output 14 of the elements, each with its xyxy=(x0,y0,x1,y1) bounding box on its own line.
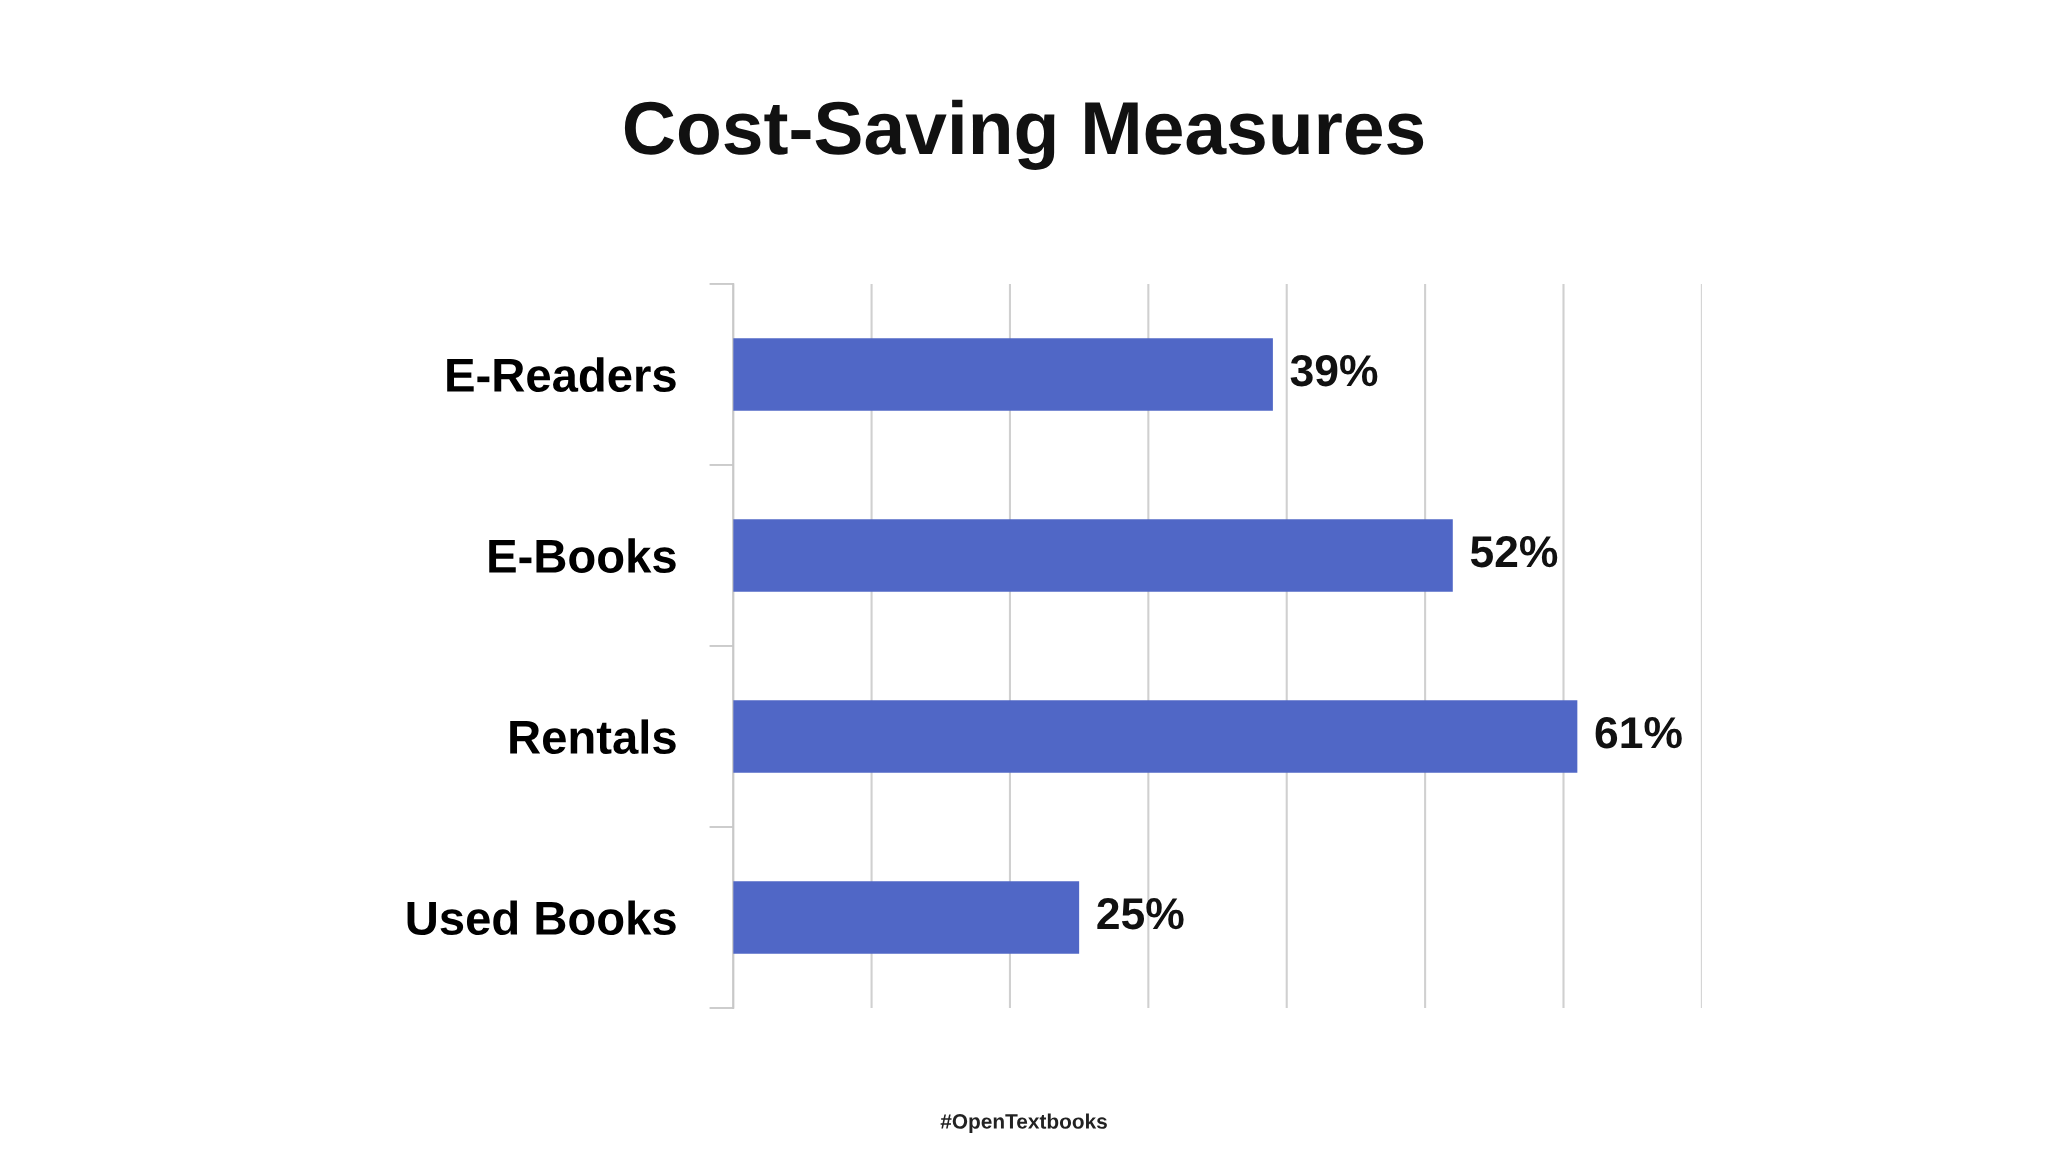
y-tick-label: E-Books xyxy=(489,538,676,574)
y-tick-label: Rentals xyxy=(510,719,676,755)
y-tick-label: Used Books xyxy=(407,900,676,936)
data-label: 25% xyxy=(1097,897,1184,930)
bar xyxy=(733,519,1453,592)
bar xyxy=(733,338,1273,411)
bar xyxy=(733,881,1080,954)
chart-title: Cost-Saving Measures xyxy=(624,99,1424,170)
data-label: 61% xyxy=(1595,716,1682,749)
y-tick-label: E-Readers xyxy=(447,357,676,393)
bar xyxy=(733,700,1578,773)
data-label: 52% xyxy=(1470,535,1558,568)
data-label: 39% xyxy=(1290,354,1378,387)
text: #OpenTextbooks xyxy=(940,1113,1107,1133)
